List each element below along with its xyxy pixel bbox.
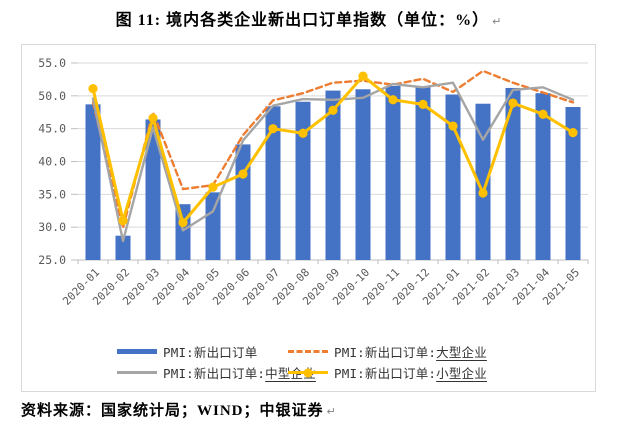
y-axis-labels: 55.0 50.0 45.0 40.0 35.0 30.0 25.0 bbox=[38, 56, 66, 267]
legend-swatch-dashed-line-icon bbox=[288, 350, 328, 353]
chart-plot-area: 55.0 50.0 45.0 40.0 35.0 30.0 25.02020-012020-… bbox=[38, 56, 589, 308]
data-point-marker bbox=[568, 128, 578, 138]
line-series-2 bbox=[91, 81, 575, 243]
legend-label: PMI:新出口订单 bbox=[163, 345, 258, 360]
data-point-marker bbox=[178, 217, 188, 228]
data-point-marker bbox=[118, 216, 128, 226]
legend-swatch-line-icon bbox=[117, 371, 157, 374]
source-note-text: 资料来源：国家统计局；WIND；中银证券 bbox=[21, 403, 324, 419]
bar bbox=[475, 103, 491, 260]
paragraph-return-icon: ↵ bbox=[492, 15, 503, 28]
legend-item-large: PMI:新出口订单:大型企业 bbox=[288, 342, 487, 361]
data-point-marker bbox=[478, 188, 488, 198]
y-tick-label: 30.0 bbox=[38, 220, 66, 234]
legend-item-total: PMI:新出口订单 bbox=[117, 342, 257, 361]
y-tick-label: 45.0 bbox=[38, 122, 66, 136]
line-series-1 bbox=[91, 69, 575, 230]
bar bbox=[445, 94, 461, 260]
bar bbox=[565, 106, 581, 260]
legend-label: PMI:新出口订单:大型企业 bbox=[334, 345, 487, 360]
bar bbox=[505, 87, 521, 260]
figure-title-text: 图 11: 境内各类企业新出口订单指数（单位：%） bbox=[115, 12, 490, 29]
legend-item-small: PMI:新出口订单:小型企业 bbox=[288, 363, 487, 382]
bar bbox=[535, 93, 551, 260]
bar bbox=[355, 89, 371, 260]
paragraph-return-icon: ↵ bbox=[326, 405, 337, 418]
bar bbox=[235, 144, 251, 260]
bar bbox=[85, 104, 101, 260]
legend-swatch-line-marker-icon bbox=[288, 368, 328, 377]
data-point-marker bbox=[88, 84, 98, 94]
data-point-marker bbox=[208, 182, 218, 192]
bar bbox=[295, 101, 311, 260]
data-point-marker bbox=[298, 128, 308, 138]
y-tick-label: 55.0 bbox=[38, 56, 66, 70]
y-tick-label: 35.0 bbox=[38, 187, 66, 201]
data-point-marker bbox=[238, 169, 248, 179]
bar-series bbox=[85, 85, 581, 261]
data-point-marker bbox=[538, 109, 548, 119]
data-point-marker bbox=[508, 98, 518, 108]
x-axis-labels: 2020-012020-022020-032020-042020-052020-… bbox=[60, 266, 582, 308]
data-point-marker bbox=[358, 71, 368, 81]
bar bbox=[205, 192, 221, 260]
bar bbox=[325, 90, 341, 260]
bar bbox=[115, 235, 131, 260]
data-point-marker bbox=[388, 95, 398, 105]
data-point-marker bbox=[448, 121, 458, 131]
legend-item-medium: PMI:新出口订单:中型企业 bbox=[117, 363, 316, 382]
y-tick-label: 50.0 bbox=[38, 89, 66, 103]
bar bbox=[415, 87, 431, 260]
legend-label: PMI:新出口订单:中型企业 bbox=[163, 366, 316, 381]
legend-label: PMI:新出口订单:小型企业 bbox=[334, 366, 487, 381]
data-point-marker bbox=[328, 105, 338, 115]
x-axis bbox=[77, 259, 589, 264]
data-point-marker bbox=[268, 124, 278, 134]
y-tick-label: 40.0 bbox=[38, 155, 66, 169]
y-tick-label: 25.0 bbox=[38, 253, 66, 267]
bar bbox=[265, 106, 281, 260]
line-series-3 bbox=[88, 71, 578, 228]
source-note: 资料来源：国家统计局；WIND；中银证券 ↵ bbox=[21, 399, 337, 420]
data-point-marker bbox=[418, 99, 428, 109]
chart-frame: 55.0 50.0 45.0 40.0 35.0 30.0 25.0 2020-01 2020-… bbox=[21, 44, 596, 392]
figure-title: 图 11: 境内各类企业新出口订单指数（单位：%） ↵ bbox=[0, 6, 618, 30]
legend-swatch-bar-icon bbox=[117, 349, 157, 354]
bar bbox=[145, 119, 161, 261]
data-point-marker bbox=[148, 113, 158, 123]
bar bbox=[385, 85, 401, 260]
